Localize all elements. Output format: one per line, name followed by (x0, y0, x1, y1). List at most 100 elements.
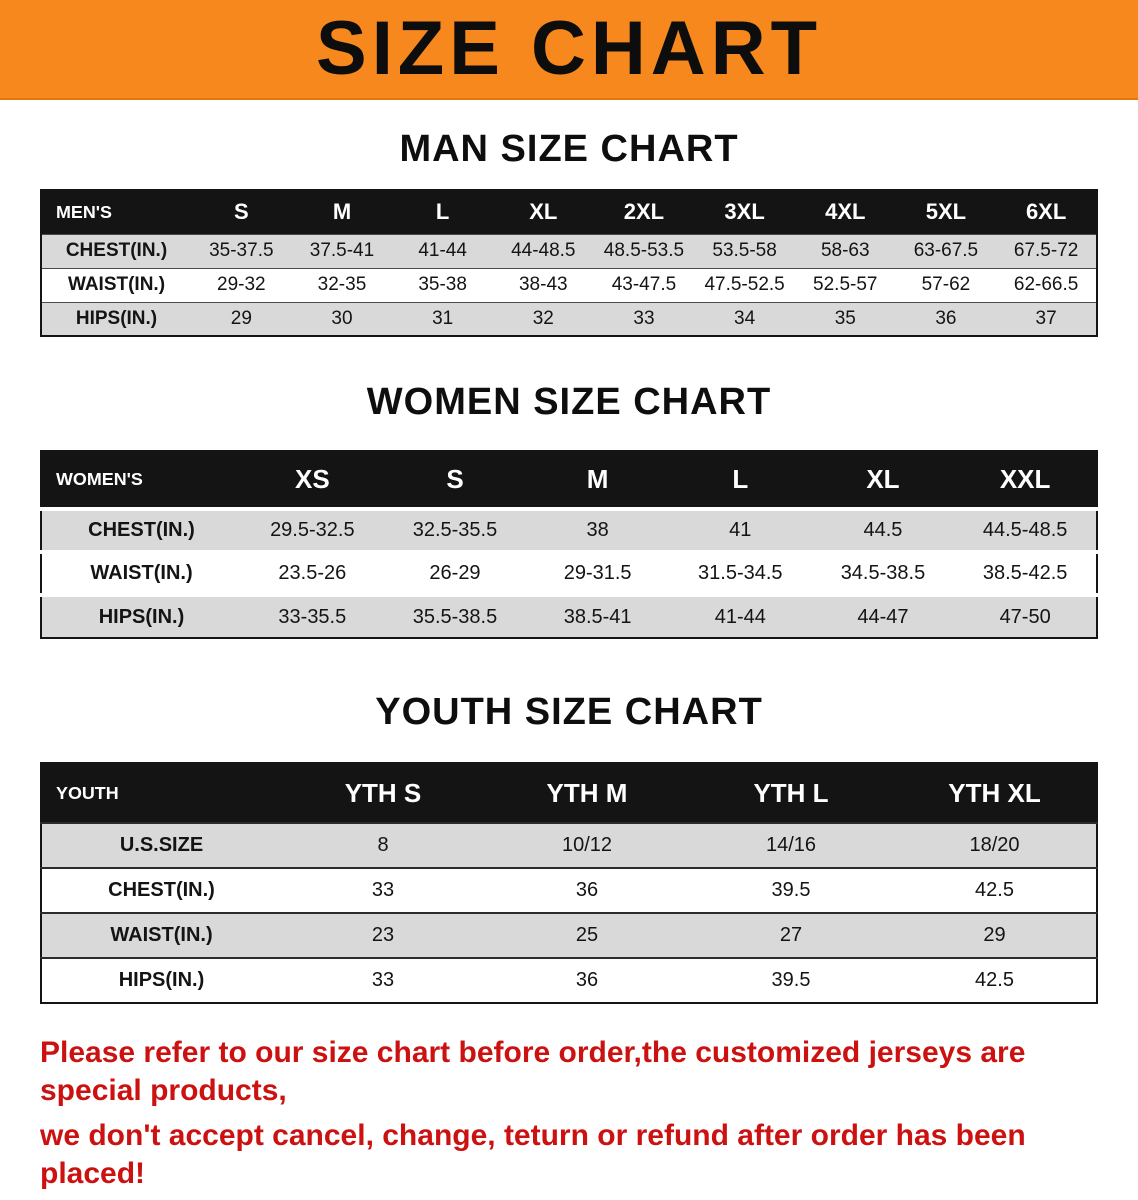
size-value: 32.5-35.5 (383, 507, 527, 552)
row-label: HIPS(IN.) (41, 957, 281, 1003)
size-value: 57-62 (895, 267, 997, 302)
size-column-header: S (191, 190, 292, 234)
table-row: HIPS(IN.) 29 30 31 32 33 34 35 36 37 (41, 301, 1097, 336)
size-column-header: 6XL (996, 190, 1097, 234)
size-value: 47.5-52.5 (694, 267, 795, 302)
size-value: 34.5-38.5 (811, 550, 955, 595)
men-section-heading: MAN SIZE CHART (399, 128, 739, 170)
size-value: 35 (794, 301, 896, 336)
size-value: 30 (291, 301, 393, 336)
disclaimer-line-2: we don't accept cancel, change, teturn o… (40, 1119, 1026, 1190)
size-value: 39.5 (689, 957, 893, 1003)
table-header-row: WOMEN'S XS S M L XL XXL (41, 451, 1097, 509)
size-column-header: YTH S (281, 763, 485, 823)
row-label: HIPS(IN.) (41, 593, 241, 638)
size-value: 32 (492, 301, 594, 336)
table-corner-label: YOUTH (41, 763, 281, 823)
size-value: 48.5-53.5 (593, 233, 695, 268)
size-value: 10/12 (485, 822, 689, 868)
row-label: CHEST(IN.) (41, 867, 281, 913)
disclaimer-line-1: Please refer to our size chart before or… (40, 1036, 1026, 1107)
table-row: WAIST(IN.) 23.5-26 26-29 29-31.5 31.5-34.5 34… (41, 550, 1097, 595)
size-value: 34 (694, 301, 795, 336)
table-row: HIPS(IN.) 33 36 39.5 42.5 (41, 957, 1097, 1003)
size-column-header: 4XL (794, 190, 896, 234)
table-row: HIPS(IN.) 33-35.5 35.5-38.5 38.5-41 41-44 44-… (41, 593, 1097, 638)
size-column-header: S (383, 451, 527, 509)
size-column-header: YTH M (485, 763, 689, 823)
size-column-header: L (392, 190, 493, 234)
size-value: 31 (392, 301, 493, 336)
size-value: 47-50 (954, 593, 1097, 638)
size-value: 35-38 (392, 267, 493, 302)
size-column-header: M (291, 190, 393, 234)
size-value: 35-37.5 (191, 233, 292, 268)
size-value: 35.5-38.5 (383, 593, 527, 638)
size-value: 29.5-32.5 (241, 507, 384, 552)
size-value: 38-43 (492, 267, 594, 302)
size-value: 41 (668, 507, 812, 552)
size-value: 58-63 (794, 233, 896, 268)
size-value: 33 (281, 867, 485, 913)
women-size-section: WOMEN SIZE CHART WOMEN'S XS S M L XL XXL CHEST(… (0, 381, 1138, 639)
size-value: 41-44 (668, 593, 812, 638)
size-value: 33 (593, 301, 695, 336)
size-value: 29-32 (191, 267, 292, 302)
size-value: 37 (996, 301, 1097, 336)
size-value: 33-35.5 (241, 593, 384, 638)
table-row: CHEST(IN.) 33 36 39.5 42.5 (41, 867, 1097, 913)
size-column-header: 2XL (593, 190, 695, 234)
size-column-header: XXL (954, 451, 1097, 509)
size-value: 23 (281, 912, 485, 958)
row-label: HIPS(IN.) (41, 301, 191, 336)
size-value: 52.5-57 (794, 267, 896, 302)
size-value: 33 (281, 957, 485, 1003)
size-value: 25 (485, 912, 689, 958)
size-column-header: XL (492, 190, 594, 234)
size-column-header: YTH L (689, 763, 893, 823)
size-value: 14/16 (689, 822, 893, 868)
row-label: CHEST(IN.) (41, 233, 191, 268)
size-value: 29 (893, 912, 1097, 958)
size-column-header: 5XL (895, 190, 997, 234)
youth-size-table: YOUTH YTH S YTH M YTH L YTH XL U.S.SIZE 8 10/12… (40, 762, 1098, 1004)
row-label: WAIST(IN.) (41, 912, 281, 958)
size-value: 36 (895, 301, 997, 336)
size-value: 8 (281, 822, 485, 868)
table-corner-label: WOMEN'S (41, 451, 241, 509)
youth-section-heading: YOUTH SIZE CHART (375, 691, 763, 733)
size-value: 44-47 (811, 593, 955, 638)
size-column-header: XS (241, 451, 384, 509)
size-column-header: L (668, 451, 812, 509)
size-value: 18/20 (893, 822, 1097, 868)
size-column-header: M (526, 451, 669, 509)
banner: SIZE CHART (0, 0, 1138, 100)
size-value: 41-44 (392, 233, 493, 268)
size-value: 23.5-26 (241, 550, 384, 595)
size-value: 42.5 (893, 867, 1097, 913)
size-value: 67.5-72 (996, 233, 1097, 268)
size-value: 31.5-34.5 (668, 550, 812, 595)
size-value: 38.5-41 (526, 593, 669, 638)
size-value: 36 (485, 957, 689, 1003)
size-value: 44-48.5 (492, 233, 594, 268)
youth-size-section: YOUTH SIZE CHART YOUTH YTH S YTH M YTH L YTH… (0, 691, 1138, 1004)
size-value: 44.5-48.5 (954, 507, 1097, 552)
table-row: WAIST(IN.) 23 25 27 29 (41, 912, 1097, 958)
row-label: WAIST(IN.) (41, 267, 191, 302)
women-section-heading: WOMEN SIZE CHART (366, 381, 772, 423)
table-header-row: YOUTH YTH S YTH M YTH L YTH XL (41, 763, 1097, 823)
table-corner-label: MEN'S (41, 190, 191, 234)
size-value: 53.5-58 (694, 233, 795, 268)
size-value: 39.5 (689, 867, 893, 913)
table-row: CHEST(IN.) 35-37.5 37.5-41 41-44 44-48.5 48.5… (41, 233, 1097, 268)
size-value: 63-67.5 (895, 233, 997, 268)
table-header-row: MEN'S S M L XL 2XL 3XL 4XL 5XL 6XL (41, 190, 1097, 234)
row-label: WAIST(IN.) (41, 550, 241, 595)
size-value: 29 (191, 301, 292, 336)
size-value: 36 (485, 867, 689, 913)
row-label: CHEST(IN.) (41, 507, 241, 552)
disclaimer: Please refer to our size chart before or… (40, 1034, 1110, 1192)
size-value: 42.5 (893, 957, 1097, 1003)
